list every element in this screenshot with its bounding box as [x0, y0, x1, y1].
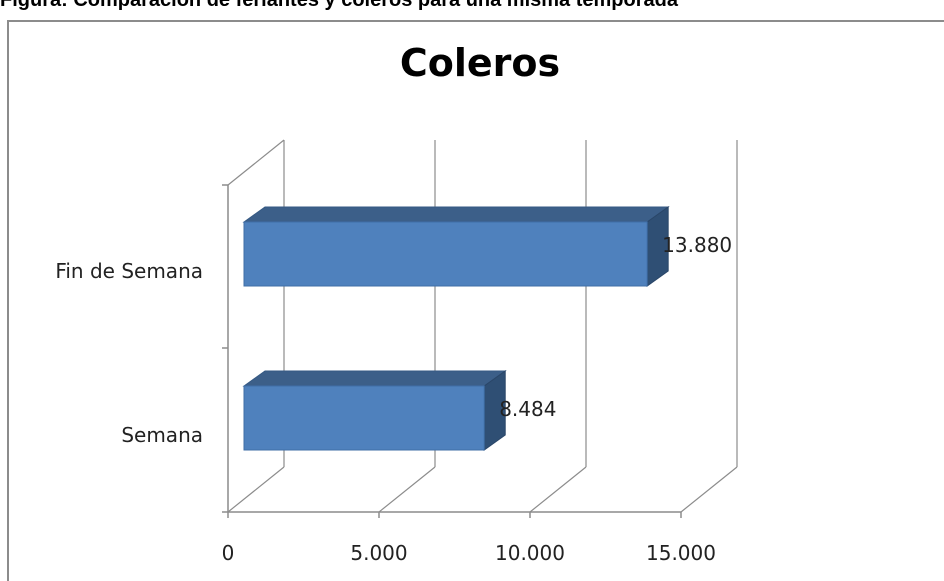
gridline-floor-2	[529, 466, 587, 513]
x-tick-label: 15.000	[646, 541, 716, 565]
bar-top-face	[242, 206, 670, 223]
figure-caption: Figura: Comparación de feriantes y coler…	[0, 0, 678, 11]
data-label: 13.880	[662, 233, 732, 257]
wall-top-edge	[227, 139, 285, 186]
gridline-floor-1	[378, 466, 436, 513]
x-tick-label: 10.000	[495, 541, 565, 565]
category-label: Semana	[121, 423, 203, 447]
bar-series	[242, 206, 670, 451]
chart-frame	[7, 20, 944, 581]
chart-labels: 0 5.000 10.000 15.000 8.484 Semana 13.880 Fin d…	[55, 233, 732, 565]
chart-title: Coleros	[400, 41, 560, 85]
x-tick-label: 5.000	[350, 541, 407, 565]
bar-top-face	[242, 370, 507, 387]
bar	[243, 221, 648, 287]
gridline-floor-0	[227, 466, 285, 513]
chart-grid	[222, 139, 738, 518]
category-label: Fin de Semana	[55, 259, 203, 283]
x-tick-label: 0	[222, 541, 235, 565]
gridline-floor-3	[680, 466, 738, 513]
bar	[243, 385, 485, 451]
data-label: 8.484	[499, 397, 556, 421]
